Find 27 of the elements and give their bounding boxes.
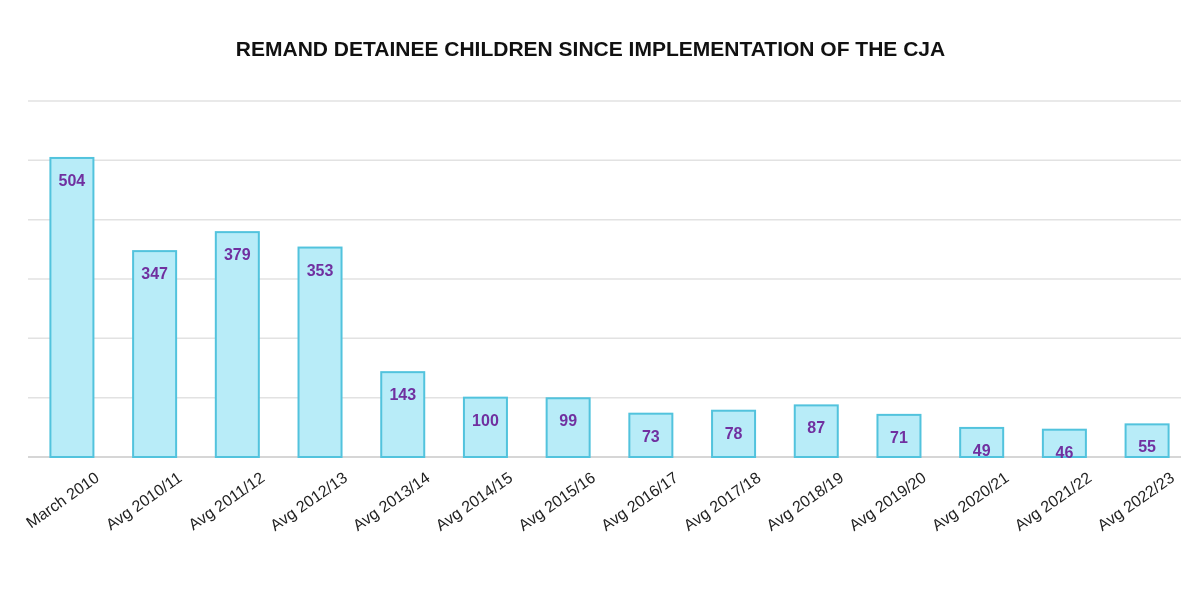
data-label: 55 [1138,438,1157,456]
bar [462,396,508,458]
bar [297,246,343,458]
data-label: 504 [58,171,86,189]
data-label: 87 [807,419,826,437]
data-label: 99 [559,412,578,430]
data-label: 353 [306,261,334,279]
data-label: 46 [1055,443,1074,461]
chart-title: REMAND DETAINEE CHILDREN SINCE IMPLEMENTATION OF THE CJA [235,37,946,60]
bar [380,371,426,458]
bar [545,397,591,458]
data-label: 347 [141,265,169,283]
bar [711,409,757,458]
bar [214,231,260,458]
data-label: 78 [724,424,743,442]
data-label: 73 [641,427,660,445]
bar [628,412,674,458]
bar [1124,423,1170,458]
data-label: 379 [223,246,251,264]
bar [793,404,839,458]
bar [132,250,178,458]
bar [49,156,95,458]
data-label: 143 [389,386,417,404]
data-label: 71 [890,428,908,446]
data-label: 49 [972,441,991,459]
data-label: 100 [472,411,499,429]
bar [876,413,922,458]
